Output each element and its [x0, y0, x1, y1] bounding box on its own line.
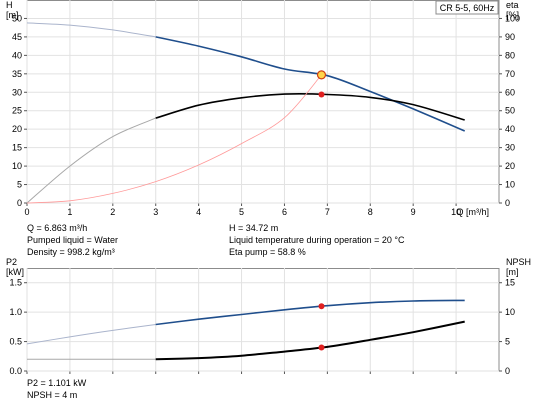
y-left-tick-label: 0.5: [9, 337, 22, 347]
y-right-axis-label: [%]: [506, 10, 519, 20]
info-npsh: NPSH = 4 m: [27, 390, 78, 400]
y-right-tick-label: 50: [505, 106, 515, 116]
operating-point-marker: [316, 70, 327, 80]
x-tick-label: 9: [411, 207, 416, 217]
info-power: P2 = 1.101 kW: [27, 378, 87, 388]
info-top-right: H = 34.72 m Liquid temperature during op…: [229, 222, 404, 258]
plot-frame: [26, 0, 500, 204]
x-tick-label: 2: [110, 207, 115, 217]
y-left-tick-label: 15: [12, 143, 22, 153]
legend-box: [435, 0, 499, 15]
info-head: H = 34.72 m: [229, 223, 279, 233]
x-tick-label: 8: [368, 207, 373, 217]
x-tick-label: 4: [196, 207, 201, 217]
y-left-tick-label: 0: [17, 198, 22, 208]
info-flow: Q = 6.863 m³/h: [27, 223, 88, 233]
series-curve: [155, 299, 465, 326]
series-curve-extrapolated: [26, 324, 156, 345]
y-left-axis-label: [kW]: [6, 267, 24, 277]
y-right-tick-label: 10: [505, 307, 515, 317]
y-left-tick-label: 40: [12, 50, 22, 60]
y-left-tick-label: 25: [12, 106, 22, 116]
y-right-axis-label: [m]: [506, 267, 519, 277]
x-tick-label: 3: [153, 207, 158, 217]
y-right-tick-label: 20: [505, 161, 515, 171]
y-left-tick-label: 50: [12, 13, 22, 23]
npsh-point-marker: [318, 344, 325, 351]
y-left-axis-label: [m]: [6, 10, 19, 20]
y-left-tick-label: 10: [12, 161, 22, 171]
y-right-tick-label: 70: [505, 69, 515, 79]
efficiency-point-marker: [318, 91, 325, 98]
x-tick-label: 10: [451, 207, 461, 217]
y-left-axis-label: P2: [6, 257, 17, 267]
info-density: Density = 998.2 kg/m³: [27, 247, 115, 257]
series-curve: [155, 93, 465, 121]
system-curve: [26, 74, 322, 204]
y-right-tick-label: 60: [505, 87, 515, 97]
x-tick-label: 1: [67, 207, 72, 217]
y-right-axis-label: NPSH: [506, 257, 531, 267]
series-curve-extrapolated: [26, 117, 156, 204]
power-point-marker: [318, 303, 325, 310]
x-tick-label: 5: [239, 207, 244, 217]
plot-frame: [26, 268, 500, 372]
y-right-tick-label: 0: [505, 366, 510, 376]
y-left-tick-label: 20: [12, 124, 22, 134]
y-right-tick-label: 10: [505, 180, 515, 190]
y-right-axis-label: eta: [506, 0, 519, 10]
y-right-tick-label: 15: [505, 278, 515, 288]
series-curve: [155, 320, 465, 361]
y-right-tick-label: 100: [505, 13, 520, 23]
y-right-tick-label: 0: [505, 198, 510, 208]
y-left-tick-label: 0.0: [9, 366, 22, 376]
y-left-tick-label: 45: [12, 32, 22, 42]
series-curve: [155, 36, 466, 132]
y-right-tick-label: 40: [505, 124, 515, 134]
y-right-tick-label: 90: [505, 32, 515, 42]
info-top-left: Q = 6.863 m³/h Pumped liquid = Water Den…: [27, 222, 118, 258]
y-right-tick-label: 80: [505, 50, 515, 60]
y-left-axis-label: H: [6, 0, 13, 10]
legend-text: CR 5-5, 60Hz: [440, 3, 495, 13]
y-left-tick-label: 30: [12, 87, 22, 97]
x-axis-label: Q [m³/h]: [456, 207, 489, 217]
series-curve-extrapolated: [26, 22, 156, 38]
x-tick-label: 7: [325, 207, 330, 217]
y-right-tick-label: 30: [505, 143, 515, 153]
y-left-tick-label: 1.0: [9, 307, 22, 317]
info-liquid: Pumped liquid = Water: [27, 235, 118, 245]
y-left-tick-label: 35: [12, 69, 22, 79]
info-temperature: Liquid temperature during operation = 20…: [229, 235, 405, 245]
y-right-tick-label: 5: [505, 337, 510, 347]
y-left-tick-label: 5: [17, 180, 22, 190]
x-tick-label: 0: [24, 207, 29, 217]
x-tick-label: 6: [282, 207, 287, 217]
info-eta: Eta pump = 58.8 %: [229, 247, 306, 257]
info-bottom: P2 = 1.101 kW NPSH = 4 m: [27, 377, 86, 401]
y-left-tick-label: 1.5: [9, 278, 22, 288]
